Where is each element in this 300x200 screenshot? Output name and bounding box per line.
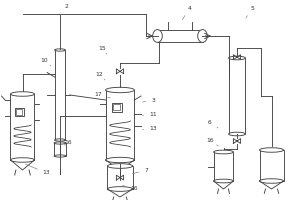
Ellipse shape: [55, 49, 65, 51]
Ellipse shape: [260, 148, 284, 152]
Text: 10: 10: [40, 58, 51, 66]
Ellipse shape: [106, 157, 134, 163]
Text: 6: 6: [208, 120, 218, 128]
Ellipse shape: [107, 164, 133, 168]
Bar: [15, 108, 24, 116]
Bar: [112, 103, 122, 112]
Ellipse shape: [55, 139, 65, 141]
Ellipse shape: [54, 155, 66, 157]
Ellipse shape: [11, 158, 34, 162]
Text: 11: 11: [142, 112, 157, 116]
Text: 16: 16: [64, 140, 72, 145]
Bar: [11, 94, 34, 160]
Ellipse shape: [198, 30, 207, 42]
Text: 17: 17: [94, 92, 110, 98]
Text: 7: 7: [132, 168, 148, 174]
Bar: [158, 30, 202, 42]
Text: 13: 13: [142, 126, 157, 130]
Text: 5: 5: [246, 5, 254, 18]
Ellipse shape: [106, 87, 134, 93]
Text: 12: 12: [95, 72, 105, 80]
Bar: [229, 58, 245, 134]
Text: 13: 13: [26, 164, 50, 176]
Bar: [55, 50, 65, 140]
Bar: [54, 143, 66, 156]
Bar: [16, 109, 22, 115]
Text: 2: 2: [60, 4, 68, 16]
Ellipse shape: [229, 132, 245, 136]
Ellipse shape: [214, 179, 233, 183]
Ellipse shape: [153, 30, 162, 42]
Bar: [107, 166, 133, 189]
Text: 3: 3: [142, 98, 155, 102]
Bar: [214, 152, 233, 181]
Text: 4: 4: [182, 5, 191, 20]
Ellipse shape: [229, 56, 245, 60]
Ellipse shape: [54, 142, 66, 144]
Ellipse shape: [214, 150, 233, 154]
Text: 16: 16: [206, 138, 218, 146]
Bar: [106, 90, 134, 160]
Bar: [260, 150, 284, 181]
Bar: [113, 104, 120, 110]
Text: 16: 16: [123, 186, 138, 190]
Ellipse shape: [107, 187, 133, 191]
Ellipse shape: [260, 179, 284, 183]
Ellipse shape: [11, 92, 34, 96]
Text: 15: 15: [98, 46, 106, 54]
